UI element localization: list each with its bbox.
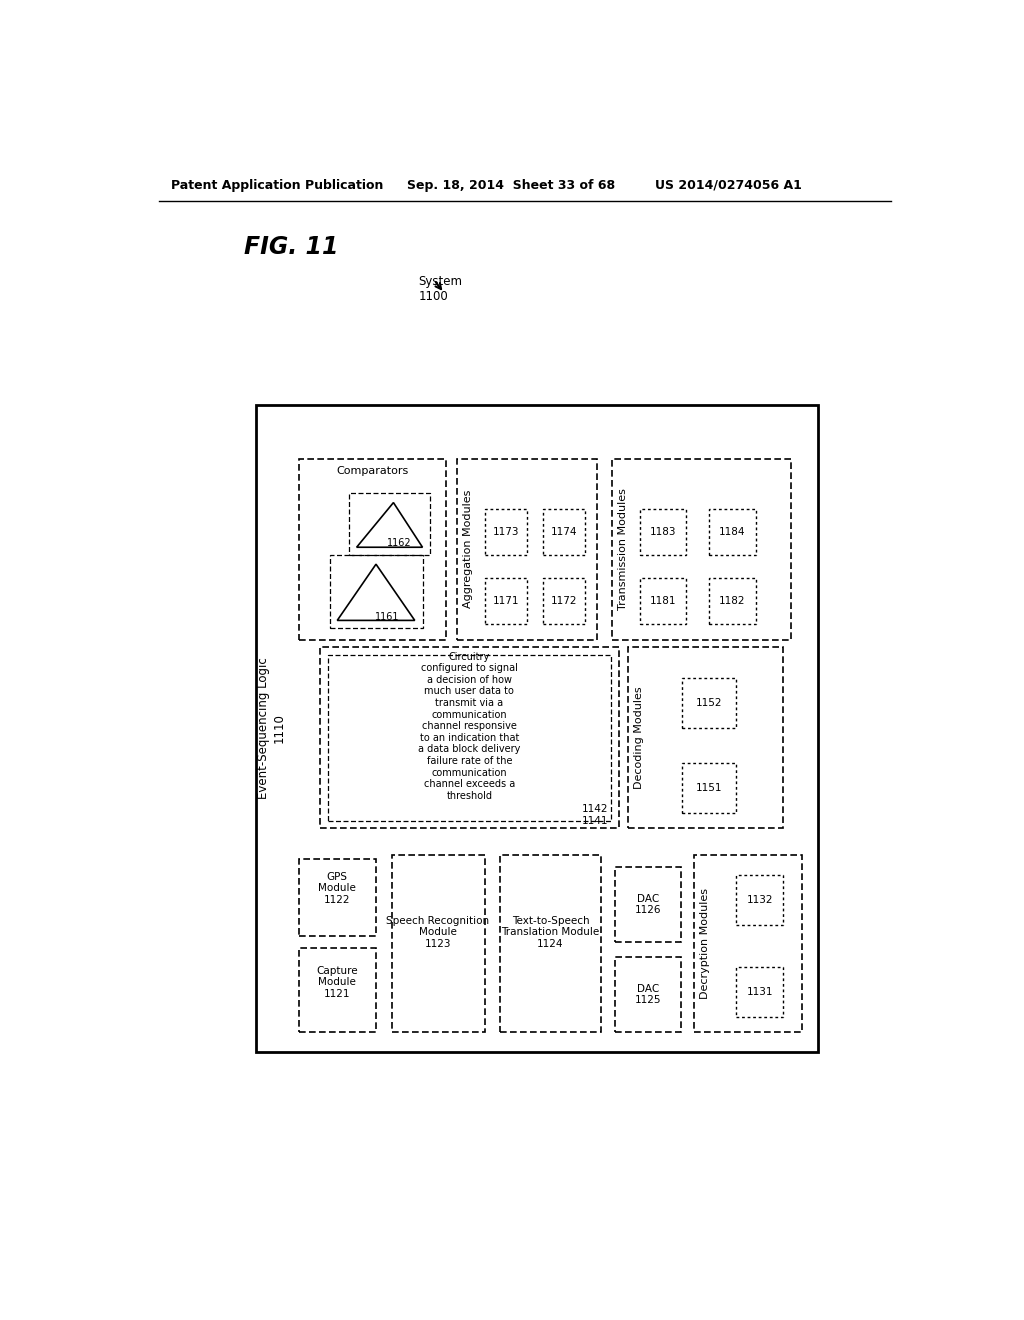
Text: 1161: 1161	[376, 611, 400, 622]
Text: Speech Recognition
Module
1123: Speech Recognition Module 1123	[386, 916, 489, 949]
Bar	[682, 678, 736, 729]
Bar	[640, 508, 686, 554]
Text: 1141: 1141	[582, 816, 608, 825]
Bar	[299, 459, 445, 640]
Bar	[484, 508, 527, 554]
Text: 1171: 1171	[493, 597, 519, 606]
Text: 1152: 1152	[696, 698, 723, 708]
Bar	[682, 763, 736, 813]
Bar	[612, 459, 791, 640]
Text: FIG. 11: FIG. 11	[245, 235, 339, 259]
Text: 1173: 1173	[493, 527, 519, 537]
Bar	[328, 655, 611, 821]
Text: 1181: 1181	[649, 597, 676, 606]
Bar	[484, 578, 527, 624]
Text: DAC
1125: DAC 1125	[635, 983, 660, 1006]
Text: System
1100: System 1100	[419, 276, 463, 304]
Text: 1184: 1184	[719, 527, 745, 537]
Text: 1142: 1142	[582, 804, 608, 814]
Text: Event-Sequencing Logic
1110: Event-Sequencing Logic 1110	[257, 657, 286, 799]
Text: 1132: 1132	[746, 895, 773, 904]
Bar	[614, 867, 681, 942]
Bar	[349, 494, 430, 554]
Text: Comparators: Comparators	[336, 466, 409, 477]
Text: DAC
1126: DAC 1126	[635, 894, 660, 915]
Bar	[458, 459, 597, 640]
Bar	[500, 855, 601, 1032]
Bar	[736, 966, 783, 1016]
Text: 1183: 1183	[649, 527, 676, 537]
Text: 1162: 1162	[386, 539, 412, 548]
Bar	[693, 855, 802, 1032]
Bar	[628, 647, 783, 829]
Text: 1131: 1131	[746, 987, 773, 997]
Bar	[321, 647, 618, 829]
Text: Text-to-Speech
Translation Module
1124: Text-to-Speech Translation Module 1124	[502, 916, 599, 949]
Text: 1182: 1182	[719, 597, 745, 606]
Text: 1151: 1151	[696, 783, 723, 793]
Text: Aggregation Modules: Aggregation Modules	[463, 490, 473, 609]
Bar	[391, 855, 484, 1032]
Bar	[330, 554, 423, 628]
Bar	[299, 859, 376, 936]
Text: GPS
Module
1122: GPS Module 1122	[318, 871, 356, 906]
Bar	[543, 508, 586, 554]
Text: Capture
Module
1121: Capture Module 1121	[316, 966, 358, 999]
Bar	[710, 508, 756, 554]
Bar	[640, 578, 686, 624]
Bar	[736, 875, 783, 924]
Text: 1172: 1172	[551, 597, 578, 606]
Bar	[299, 948, 376, 1032]
Text: Transmission Modules: Transmission Modules	[618, 488, 629, 610]
Text: 1174: 1174	[551, 527, 578, 537]
Text: US 2014/0274056 A1: US 2014/0274056 A1	[655, 178, 802, 191]
Text: Decoding Modules: Decoding Modules	[634, 686, 644, 789]
Text: Sep. 18, 2014  Sheet 33 of 68: Sep. 18, 2014 Sheet 33 of 68	[407, 178, 615, 191]
Bar	[614, 957, 681, 1032]
Text: Patent Application Publication: Patent Application Publication	[171, 178, 383, 191]
Bar	[256, 405, 818, 1052]
Text: Decryption Modules: Decryption Modules	[699, 888, 710, 999]
Text: Circuitry
configured to signal
a decision of how
much user data to
transmit via : Circuitry configured to signal a decisio…	[418, 652, 520, 801]
Bar	[710, 578, 756, 624]
Bar	[543, 578, 586, 624]
